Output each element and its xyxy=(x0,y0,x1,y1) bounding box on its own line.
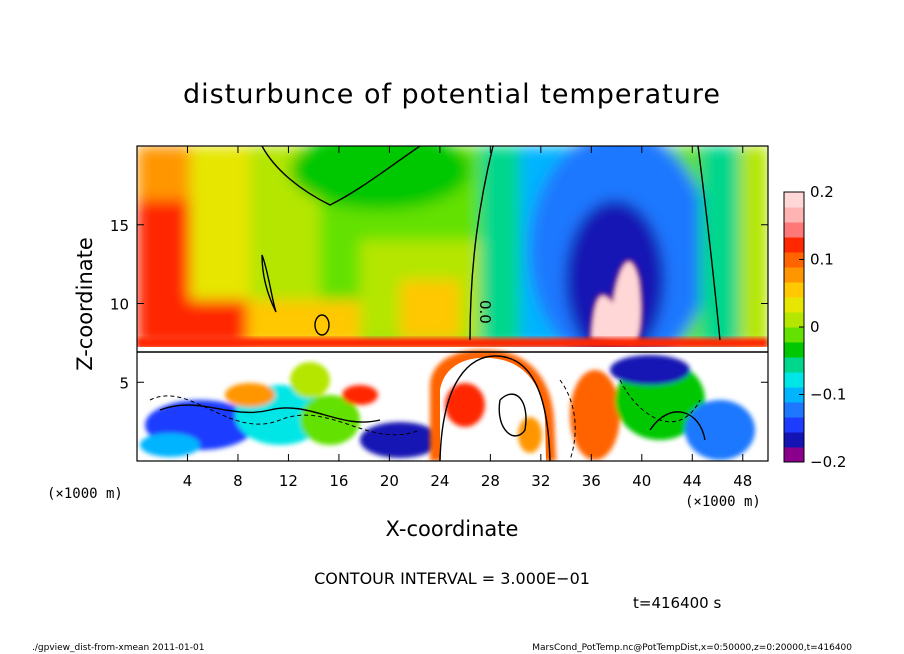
colorbar-swatch xyxy=(784,387,804,403)
x-tick-label: 40 xyxy=(632,472,651,490)
colorbar-ticks: 0.2 0.1 0 −0.1 −0.2 xyxy=(799,183,846,471)
colorbar-swatch xyxy=(784,267,804,283)
colorbar-swatch xyxy=(784,237,804,253)
colorbar-swatch xyxy=(784,222,804,238)
colorbar-swatch xyxy=(784,207,804,223)
colorbar-tick-label: 0.1 xyxy=(810,251,834,269)
y-tick-label: 5 xyxy=(119,374,129,392)
colorbar-tick-label: 0.2 xyxy=(810,183,834,201)
colorbar-swatch xyxy=(784,192,804,208)
y-tick-label: 15 xyxy=(110,217,129,235)
x-unit-left: (×1000 m) xyxy=(47,486,123,502)
x-tick-label: 24 xyxy=(430,472,449,490)
x-tick-label: 28 xyxy=(481,472,500,490)
x-axis-ticks: 4 8 12 16 20 24 28 32 36 40 44 48 xyxy=(183,146,752,490)
x-tick-label: 20 xyxy=(380,472,399,490)
potential-temperature-field: 0.0 xyxy=(137,146,768,461)
colorbar-tick-label: 0 xyxy=(810,318,820,336)
contour-label: 0.0 xyxy=(476,300,494,324)
x-tick-label: 36 xyxy=(582,472,601,490)
y-tick-label: 10 xyxy=(110,296,129,314)
x-axis-label: X-coordinate xyxy=(386,517,519,541)
colorbar-tick-label: −0.2 xyxy=(810,453,846,471)
x-tick-label: 16 xyxy=(329,472,348,490)
x-tick-label: 44 xyxy=(683,472,702,490)
footer-right: MarsCond_PotTemp.nc@PotTempDist,x=0:5000… xyxy=(532,643,852,653)
y-axis-ticks: 5 10 15 xyxy=(110,217,768,392)
colorbar-swatch xyxy=(784,417,804,433)
colorbar-swatch xyxy=(784,402,804,418)
x-tick-label: 32 xyxy=(531,472,550,490)
colorbar-swatch xyxy=(784,282,804,298)
colorbar-swatch xyxy=(784,327,804,343)
x-tick-label: 12 xyxy=(279,472,298,490)
colorbar-tick-label: −0.1 xyxy=(810,386,846,404)
y-axis-label: Z-coordinate xyxy=(73,237,97,371)
colorbar-swatch xyxy=(784,297,804,313)
colorbar-swatch xyxy=(784,312,804,328)
colorbar-swatch xyxy=(784,342,804,358)
time-label: t=416400 s xyxy=(633,594,721,612)
contour-interval: CONTOUR INTERVAL = 3.000E−01 xyxy=(314,569,590,588)
x-tick-label: 8 xyxy=(233,472,243,490)
colorbar-swatch xyxy=(784,252,804,268)
colorbar-swatch xyxy=(784,447,804,463)
x-tick-label: 48 xyxy=(733,472,752,490)
x-unit-right: (×1000 m) xyxy=(685,494,761,510)
colorbar-swatch xyxy=(784,372,804,388)
footer-left: ./gpview_dist-from-xmean 2011-01-01 xyxy=(32,643,204,653)
colorbar-swatch xyxy=(784,357,804,373)
x-tick-label: 4 xyxy=(183,472,193,490)
chart-title: disturbunce of potential temperature xyxy=(183,79,721,110)
colorbar-swatch xyxy=(784,432,804,448)
colorbar xyxy=(784,192,804,463)
